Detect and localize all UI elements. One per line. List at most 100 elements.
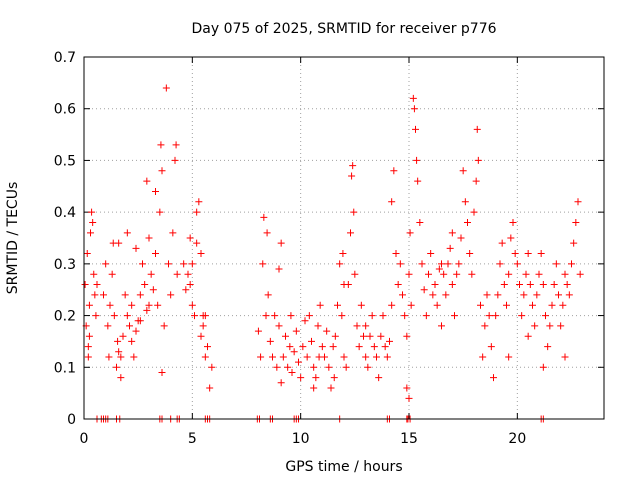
data-point bbox=[197, 250, 205, 258]
data-point bbox=[537, 250, 545, 258]
data-point bbox=[422, 312, 430, 320]
y-tick-label: 0 bbox=[67, 412, 76, 428]
data-point bbox=[444, 260, 452, 268]
data-point bbox=[204, 343, 211, 351]
data-point bbox=[172, 141, 180, 149]
data-point bbox=[154, 301, 162, 309]
data-point bbox=[509, 218, 517, 226]
data-point bbox=[136, 291, 144, 299]
data-point bbox=[275, 265, 283, 273]
data-point bbox=[505, 353, 513, 361]
data-point bbox=[81, 281, 89, 289]
data-point bbox=[474, 156, 482, 164]
data-point bbox=[83, 250, 91, 258]
data-point bbox=[338, 312, 346, 320]
data-point bbox=[487, 343, 495, 351]
data-point bbox=[498, 239, 506, 247]
data-point bbox=[448, 229, 456, 237]
data-point bbox=[262, 312, 270, 320]
data-point bbox=[427, 250, 435, 258]
data-point bbox=[373, 353, 380, 361]
x-axis-label: GPS time / hours bbox=[285, 459, 402, 475]
data-point bbox=[438, 322, 445, 330]
data-point bbox=[201, 312, 209, 320]
data-point bbox=[394, 281, 402, 289]
data-point bbox=[407, 301, 415, 309]
data-point bbox=[405, 394, 413, 402]
data-point bbox=[364, 363, 372, 371]
grid bbox=[84, 57, 604, 419]
data-point bbox=[310, 363, 318, 371]
data-point bbox=[292, 327, 300, 335]
data-point bbox=[459, 167, 467, 175]
y-tick-label: 0.5 bbox=[54, 153, 76, 169]
data-point bbox=[102, 260, 110, 268]
data-point bbox=[115, 239, 123, 247]
data-point bbox=[568, 260, 575, 268]
data-point bbox=[91, 291, 99, 299]
chart-title: Day 075 of 2025, SRMTID for receiver p77… bbox=[191, 21, 496, 37]
data-point bbox=[89, 218, 97, 226]
data-point bbox=[271, 312, 279, 320]
data-point bbox=[546, 322, 554, 330]
data-point bbox=[429, 291, 437, 299]
data-point bbox=[550, 281, 558, 289]
data-point bbox=[329, 343, 337, 351]
y-tick-label: 0.4 bbox=[54, 205, 76, 221]
data-point bbox=[381, 343, 389, 351]
data-point bbox=[483, 291, 491, 299]
data-point bbox=[542, 312, 549, 320]
data-point bbox=[263, 229, 271, 237]
data-point bbox=[180, 260, 188, 268]
data-point bbox=[165, 260, 172, 268]
data-point bbox=[121, 291, 129, 299]
plot-frame bbox=[83, 56, 605, 420]
data-point bbox=[312, 374, 320, 382]
data-point bbox=[310, 384, 318, 392]
data-point bbox=[113, 363, 120, 371]
data-point bbox=[416, 218, 424, 226]
data-point bbox=[132, 244, 140, 252]
data-point bbox=[414, 177, 422, 185]
data-point bbox=[507, 234, 515, 242]
data-point bbox=[340, 281, 348, 289]
data-point bbox=[383, 353, 391, 361]
data-point bbox=[563, 281, 571, 289]
data-point bbox=[105, 353, 113, 361]
data-point bbox=[574, 198, 582, 206]
data-point bbox=[353, 322, 361, 330]
data-point bbox=[413, 156, 421, 164]
data-point bbox=[160, 322, 168, 330]
y-tick-label: 0.3 bbox=[54, 257, 76, 273]
data-point bbox=[539, 363, 547, 371]
data-point bbox=[485, 312, 493, 320]
data-point bbox=[126, 322, 133, 330]
data-point bbox=[157, 141, 165, 149]
data-point bbox=[184, 270, 192, 278]
data-point bbox=[119, 332, 127, 340]
data-point bbox=[479, 353, 487, 361]
data-point bbox=[273, 363, 281, 371]
data-point bbox=[392, 250, 400, 258]
x-tick-label: 20 bbox=[508, 431, 526, 447]
data-point bbox=[275, 322, 283, 330]
data-point bbox=[399, 291, 406, 299]
data-points bbox=[81, 84, 584, 423]
data-point bbox=[158, 167, 166, 175]
data-point bbox=[518, 312, 526, 320]
data-point bbox=[87, 229, 94, 237]
data-point bbox=[503, 301, 510, 309]
data-point bbox=[351, 270, 359, 278]
data-point bbox=[257, 353, 265, 361]
data-point bbox=[379, 312, 387, 320]
data-point bbox=[90, 270, 98, 278]
data-point bbox=[330, 374, 338, 382]
data-point bbox=[114, 337, 122, 345]
data-point bbox=[139, 260, 146, 268]
data-point bbox=[552, 260, 560, 268]
data-point bbox=[299, 343, 307, 351]
data-point bbox=[206, 384, 214, 392]
data-point bbox=[115, 348, 123, 356]
data-point bbox=[147, 270, 155, 278]
data-point bbox=[277, 379, 285, 387]
